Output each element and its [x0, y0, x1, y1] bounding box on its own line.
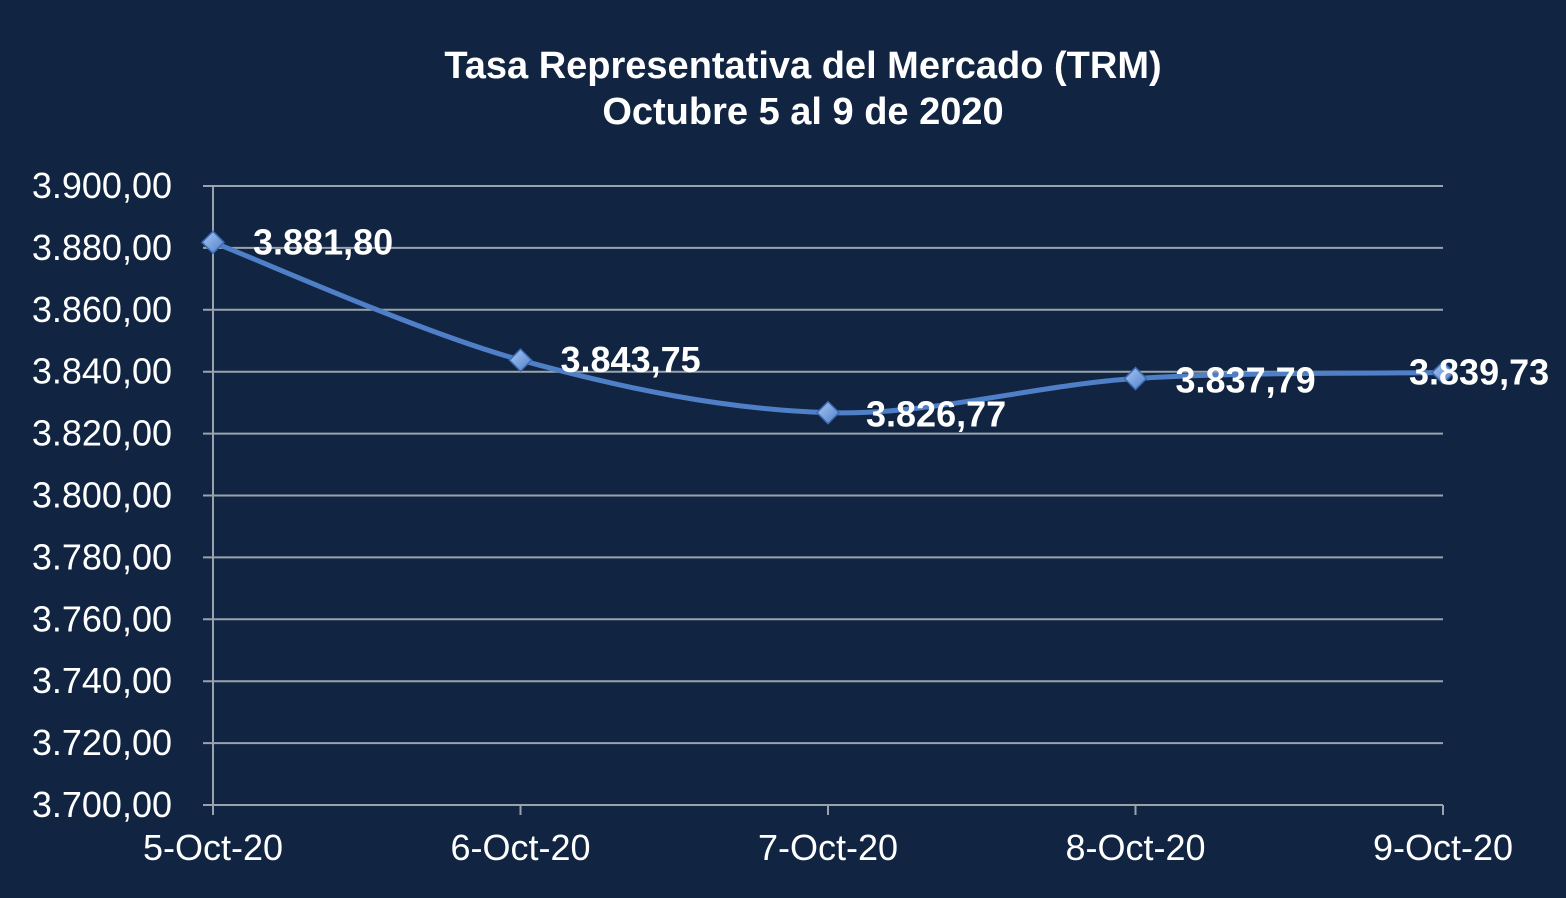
data-label: 3.843,75	[561, 339, 701, 380]
x-tick-label: 5-Oct-20	[143, 827, 283, 868]
y-tick-label: 3.800,00	[32, 475, 172, 516]
x-tick-label: 6-Oct-20	[450, 827, 590, 868]
data-label: 3.826,77	[866, 394, 1006, 435]
data-point-marker	[815, 400, 841, 425]
y-tick-label: 3.860,00	[32, 289, 172, 330]
y-tick-label: 3.820,00	[32, 413, 172, 454]
y-tick-label: 3.700,00	[32, 784, 172, 825]
x-tick-label: 7-Oct-20	[758, 827, 898, 868]
x-tick-label: 9-Oct-20	[1373, 827, 1513, 868]
y-tick-label: 3.900,00	[32, 165, 172, 206]
gridlines	[203, 185, 1443, 806]
chart-subtitle: Octubre 5 al 9 de 2020	[602, 91, 1003, 133]
x-tick-label: 8-Oct-20	[1065, 827, 1205, 868]
data-point-marker	[1123, 366, 1148, 391]
x-axis: 5-Oct-20 6-Oct-20 7-Oct-20 8-Oct-20 9-Oct-20	[143, 805, 1513, 868]
chart-title: Tasa Representativa del Mercado (TRM)	[444, 45, 1161, 87]
data-label: 3.837,79	[1176, 360, 1316, 401]
data-point-marker	[1430, 360, 1456, 385]
data-point-marker	[508, 348, 533, 373]
y-axis: 3.900,00 3.880,00 3.860,00 3.840,00 3.820,00…	[32, 165, 214, 825]
y-tick-label: 3.720,00	[32, 722, 172, 763]
series	[200, 230, 1456, 425]
data-point-marker	[200, 230, 226, 255]
y-tick-label: 3.760,00	[32, 598, 172, 639]
data-labels: 3.881,80 3.843,75 3.826,77 3.837,79 3.839,73	[253, 221, 1549, 434]
data-label: 3.839,73	[1409, 352, 1549, 393]
y-tick-label: 3.880,00	[32, 227, 172, 268]
y-tick-label: 3.740,00	[32, 660, 172, 701]
data-label: 3.881,80	[253, 221, 393, 262]
y-tick-label: 3.780,00	[32, 536, 172, 577]
y-tick-label: 3.840,00	[32, 351, 172, 392]
